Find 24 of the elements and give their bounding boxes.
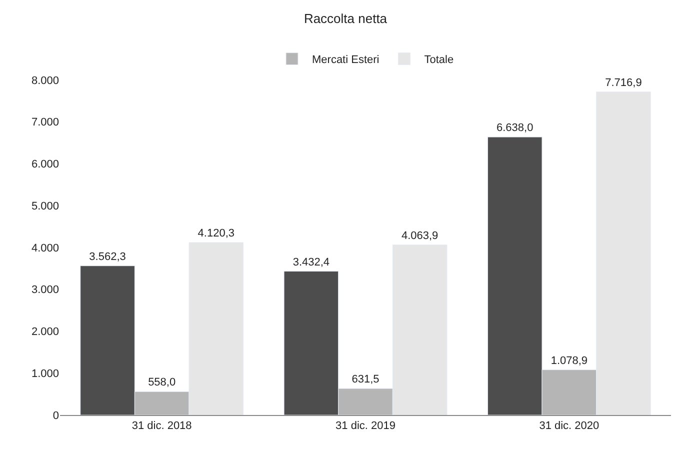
y-tick-label: 6.000 xyxy=(31,158,59,171)
y-tick-label: 3.000 xyxy=(31,284,59,296)
y-tick-label: 8.000 xyxy=(31,74,59,87)
x-tick-label: 31 dic. 2018 xyxy=(132,420,192,432)
y-tick-label: 5.000 xyxy=(31,200,59,212)
data-label: 4.120,3 xyxy=(198,227,234,240)
data-label: 631,5 xyxy=(352,374,380,386)
legend-label: Totale xyxy=(424,54,454,66)
data-label: 1.078,9 xyxy=(550,354,588,367)
y-tick-label: 4.000 xyxy=(31,242,59,254)
data-label: 3.432,4 xyxy=(292,256,330,268)
y-tick-label: 2.000 xyxy=(31,326,59,338)
y-tick-label: 0 xyxy=(52,410,59,422)
y-tick-label: 1.000 xyxy=(31,368,59,380)
data-label: 4.063,9 xyxy=(401,230,438,242)
data-label: 6.638,0 xyxy=(496,122,534,134)
x-tick-label: 31 dic. 2020 xyxy=(539,420,600,432)
chart-title: Raccolta netta xyxy=(304,10,388,26)
y-tick-label: 7.000 xyxy=(31,116,59,129)
x-tick-label: 31 dic. 2019 xyxy=(336,420,396,432)
data-label: 558,0 xyxy=(148,376,176,389)
data-label: 3.562,3 xyxy=(89,250,126,263)
legend-label: Mercati Esteri xyxy=(312,54,380,66)
data-label: 7.716,9 xyxy=(605,76,642,89)
